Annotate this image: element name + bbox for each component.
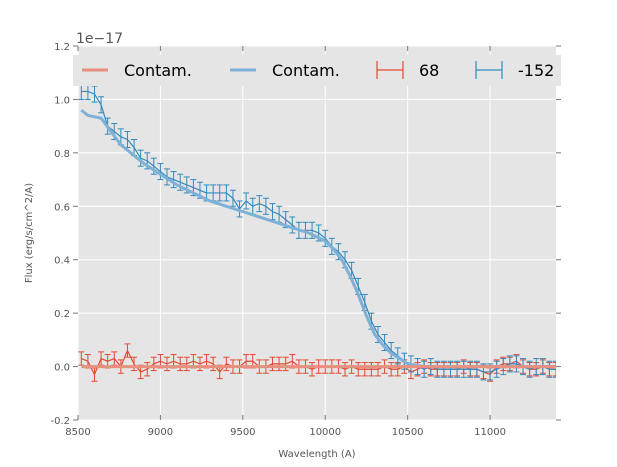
errorbar bbox=[388, 362, 395, 377]
legend-label: Contam. bbox=[124, 61, 192, 80]
errorbar bbox=[447, 360, 454, 378]
x-tick-label: 11000 bbox=[474, 427, 506, 438]
errorbar bbox=[513, 355, 520, 373]
errorbar bbox=[546, 360, 553, 378]
errorbar bbox=[467, 360, 474, 378]
errorbar bbox=[144, 362, 151, 377]
errorbar bbox=[342, 362, 349, 377]
legend-label: -152 bbox=[518, 61, 554, 80]
plot-area bbox=[78, 46, 556, 420]
contam-line bbox=[80, 108, 556, 369]
y-tick-label: -0.2 bbox=[50, 416, 70, 427]
errorbar bbox=[170, 171, 177, 189]
x-tick-label: 8500 bbox=[65, 427, 90, 438]
errorbar bbox=[421, 360, 428, 378]
errorbar bbox=[98, 96, 105, 114]
errorbar bbox=[553, 362, 556, 377]
errorbar bbox=[177, 356, 184, 372]
x-tick-label: 9500 bbox=[230, 427, 255, 438]
legend-errorbar-blue-icon bbox=[475, 61, 503, 79]
errorbar bbox=[131, 356, 138, 372]
errorbar bbox=[137, 149, 144, 167]
y-tick-label: 0.0 bbox=[54, 363, 70, 374]
errorbar bbox=[473, 360, 480, 378]
errorbar bbox=[124, 343, 131, 358]
errorbar bbox=[210, 356, 217, 372]
errorbar bbox=[460, 360, 467, 378]
errorbar bbox=[150, 356, 157, 372]
errorbar bbox=[361, 362, 368, 377]
errorbar bbox=[243, 192, 250, 210]
x-tick-label: 10500 bbox=[392, 427, 424, 438]
errorbar bbox=[553, 360, 556, 378]
errorbar bbox=[440, 360, 447, 378]
errorbar bbox=[355, 362, 362, 377]
y-tick-label: 0.2 bbox=[54, 309, 70, 320]
y-axis-label: Flux (erg/s/cm^2/A) bbox=[24, 183, 35, 283]
errorbar bbox=[368, 362, 375, 377]
errorbar bbox=[276, 356, 283, 372]
errorbar bbox=[91, 85, 98, 103]
errorbar bbox=[196, 356, 203, 372]
errorbar-series--152 bbox=[78, 82, 556, 381]
errorbar bbox=[434, 360, 441, 378]
y-tick-label: 0.4 bbox=[54, 256, 70, 267]
errorbar bbox=[526, 360, 533, 378]
errorbar bbox=[388, 342, 395, 360]
y-tick-label: 1.0 bbox=[54, 95, 70, 106]
errorbar bbox=[506, 355, 513, 373]
y-tick-label: 0.8 bbox=[54, 149, 70, 160]
errorbar bbox=[289, 216, 296, 234]
errorbar bbox=[454, 360, 461, 378]
errorbar bbox=[322, 229, 329, 247]
errorbar bbox=[164, 356, 171, 372]
series-marks bbox=[78, 82, 556, 382]
errorbar bbox=[236, 200, 243, 218]
legend-errorbar-red-icon bbox=[376, 61, 404, 79]
errorbar bbox=[223, 356, 230, 372]
errorbar bbox=[157, 163, 164, 181]
errorbar bbox=[493, 360, 500, 378]
errorbar bbox=[183, 356, 190, 372]
y-tick-label: 1.2 bbox=[54, 42, 70, 53]
errorbar bbox=[269, 356, 276, 372]
errorbar bbox=[223, 184, 230, 202]
legend: Contam. Contam. 68 -152 bbox=[73, 55, 561, 86]
legend-label: Contam. bbox=[272, 61, 340, 80]
errorbar bbox=[256, 195, 263, 213]
y-tick-label: 0.6 bbox=[54, 202, 70, 213]
offset-label: 1e−17 bbox=[76, 31, 123, 47]
legend-label: 68 bbox=[419, 61, 439, 80]
errorbar bbox=[216, 184, 223, 202]
x-tick-label: 9000 bbox=[148, 427, 173, 438]
errorbar bbox=[282, 356, 289, 372]
errorbar bbox=[262, 197, 269, 215]
x-tick-label: 10000 bbox=[309, 427, 341, 438]
errorbar bbox=[309, 362, 316, 377]
errorbar bbox=[374, 362, 381, 377]
ticks: 8500 9000 9500 10000 10500 11000 -0.2 0.0 0.2 0.4… bbox=[50, 42, 561, 438]
x-axis-label: Wavelength (A) bbox=[278, 449, 355, 460]
errorbar bbox=[302, 221, 309, 239]
